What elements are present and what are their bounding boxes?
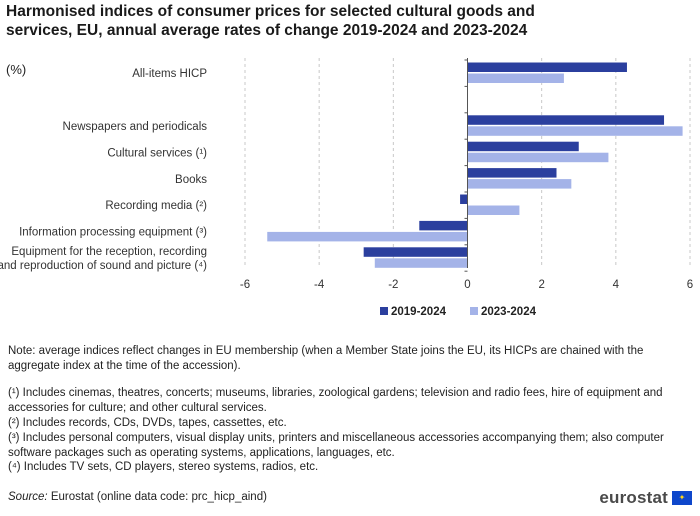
bar — [467, 179, 572, 189]
bar — [467, 126, 683, 136]
bar — [467, 168, 557, 178]
x-tick-label: 0 — [464, 279, 470, 291]
chart-title: Harmonised indices of consumer prices fo… — [6, 3, 535, 39]
x-tick-label: 6 — [687, 279, 693, 291]
category-labels: All-items HICP Newspapers and periodicals… — [0, 68, 207, 272]
bar — [374, 258, 468, 268]
logo-text: eurostat — [599, 488, 668, 507]
legend-label: 2019-2024 — [391, 306, 447, 318]
legend: 2019-2024 2023-2024 — [380, 306, 537, 318]
bar — [460, 194, 468, 204]
bar — [419, 220, 468, 231]
category-label: Recording media (²) — [105, 200, 207, 212]
category-label: All-items HICP — [132, 68, 207, 80]
footnote-3: (³) Includes personal computers, visual … — [8, 432, 664, 459]
x-tick-label: 4 — [613, 279, 620, 291]
bar — [467, 73, 564, 83]
eurostat-logo: eurostat ✦ — [599, 488, 692, 508]
footnote-2: (²) Includes records, CDs, DVDs, tapes, … — [8, 417, 287, 429]
category-label: and reproduction of sound and picture (⁴… — [0, 260, 207, 272]
axes: -6 -4 -2 0 2 4 6 — [240, 58, 693, 291]
unit-label: (%) — [6, 62, 27, 77]
source-label: Source: — [8, 491, 48, 503]
x-tick-label: -2 — [388, 279, 398, 291]
category-label: Equipment for the reception, recording — [11, 246, 207, 258]
eu-flag-icon: ✦ — [672, 491, 692, 505]
x-tick-label: 2 — [538, 279, 544, 291]
legend-swatch — [470, 307, 478, 315]
bar — [467, 141, 579, 152]
bar — [467, 152, 609, 163]
x-tick-label: -4 — [314, 279, 325, 291]
category-label: Cultural services (¹) — [107, 147, 207, 159]
source-text: Eurostat (online data code: prc_hicp_ain… — [50, 491, 267, 503]
bar — [467, 115, 665, 125]
bars — [267, 62, 683, 268]
category-label: Newspapers and periodicals — [63, 121, 208, 133]
bar — [467, 62, 627, 72]
footnote-1: (¹) Includes cinemas, theatres, concerts… — [8, 387, 663, 414]
category-label: Books — [175, 174, 207, 186]
bar — [267, 231, 468, 242]
category-label: Information processing equipment (³) — [19, 227, 207, 239]
legend-label: 2023-2024 — [481, 306, 537, 318]
source-line: Source: Eurostat (online data code: prc_… — [8, 491, 267, 503]
legend-swatch — [380, 307, 388, 315]
bar — [363, 247, 468, 257]
x-tick-label: -6 — [240, 279, 250, 291]
bar-chart: -6 -4 -2 0 2 4 6 All-items HICP Newspapers and … — [0, 58, 693, 318]
note-main: Note: average indices reflect changes in… — [8, 345, 644, 372]
footnote-4: (⁴) Includes TV sets, CD players, stereo… — [8, 461, 319, 473]
bar — [467, 205, 520, 215]
